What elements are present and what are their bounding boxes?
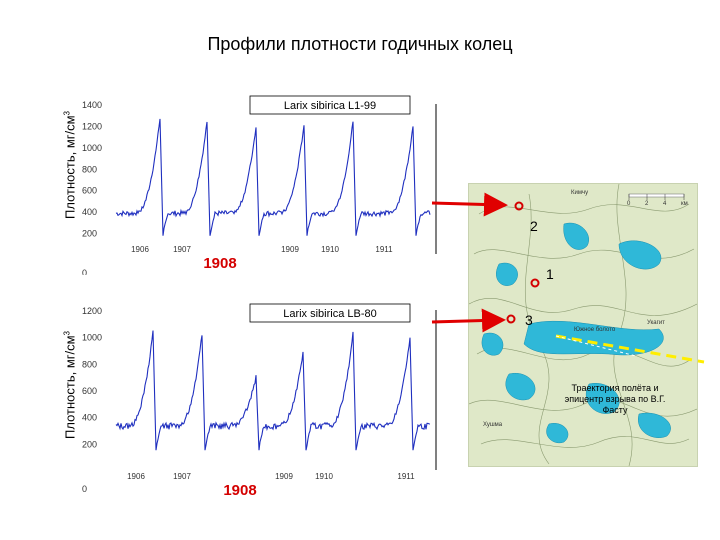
density-chart-l1-99: 0 200 400 600 800 1000 1200 1400 Larix sibirica … xyxy=(82,95,437,275)
y-tick-label: 600 xyxy=(82,386,97,396)
year-label-highlight: 1908 xyxy=(203,255,236,272)
y-tick-label: 400 xyxy=(82,413,97,423)
y-tick-label: 800 xyxy=(82,164,97,174)
density-profile-line xyxy=(115,330,431,451)
map-label-right: Укагит xyxy=(647,320,665,326)
series-label: Larix sibirica LB-80 xyxy=(283,308,377,320)
y-tick-label: 1200 xyxy=(82,121,102,131)
year-label: 1911 xyxy=(397,472,415,481)
y-tick-label: 200 xyxy=(82,439,97,449)
y-tick-label: 1200 xyxy=(82,306,102,316)
arrow-to-site-3 xyxy=(431,308,506,333)
site-label-1: 1 xyxy=(546,266,554,282)
y-tick-label: 1000 xyxy=(82,143,102,153)
map-label-swamp: Южное болото xyxy=(574,327,616,333)
year-label: 1907 xyxy=(173,245,191,254)
scale-tick: 2 xyxy=(645,201,649,207)
year-label: 1906 xyxy=(131,245,149,254)
year-label-highlight: 1908 xyxy=(223,482,256,499)
y-tick-label: 400 xyxy=(82,207,97,217)
series-label-box xyxy=(249,95,411,115)
density-profile-line xyxy=(115,118,431,236)
map-scale-bar xyxy=(628,193,685,200)
map-water xyxy=(481,222,671,444)
site-label-3: 3 xyxy=(525,312,533,328)
year-label: 1909 xyxy=(281,245,299,254)
year-label: 1906 xyxy=(127,472,145,481)
year-label: 1910 xyxy=(321,245,339,254)
trajectory-line-inner xyxy=(555,335,637,357)
arrow-to-site-2 xyxy=(431,192,508,217)
y-tick-label: 0 xyxy=(82,484,87,494)
y-tick-label: 0 xyxy=(82,268,87,275)
y-tick-label: 1400 xyxy=(82,100,102,110)
scale-tick: 4 xyxy=(663,201,667,207)
site-label-2: 2 xyxy=(530,218,538,234)
density-chart-lb-80: 0 200 400 600 800 1000 1200 Larix sibirica LB-8… xyxy=(82,303,437,499)
map-terrain xyxy=(469,184,697,466)
map-label-bottom: Хушма xyxy=(483,422,503,428)
year-label: 1910 xyxy=(315,472,333,481)
map-panel: Кимчу 0 2 4 км Южное болото Укагит Хушма xyxy=(468,183,698,467)
site-marker-1 xyxy=(530,278,540,288)
site-marker-3 xyxy=(506,314,516,324)
page-title: Профили плотности годичных колец xyxy=(207,34,513,54)
series-label: Larix sibirica L1-99 xyxy=(284,100,376,112)
year-label: 1909 xyxy=(275,472,293,481)
year-label: 1911 xyxy=(375,245,393,254)
y-tick-label: 1000 xyxy=(82,333,102,343)
series-label-box xyxy=(249,303,411,323)
map-label-top: Кимчу xyxy=(571,190,589,196)
y-tick-label: 800 xyxy=(82,359,97,369)
trajectory-line xyxy=(555,334,705,364)
scale-tick: 0 xyxy=(627,201,631,207)
trajectory-note: Траектория полёта и эпицентр взрыва по В… xyxy=(564,383,666,415)
scale-tick: км xyxy=(681,201,688,207)
site-marker-2 xyxy=(514,201,524,211)
y-tick-label: 600 xyxy=(82,186,97,196)
y-tick-label: 200 xyxy=(82,229,97,239)
year-label: 1907 xyxy=(173,472,191,481)
